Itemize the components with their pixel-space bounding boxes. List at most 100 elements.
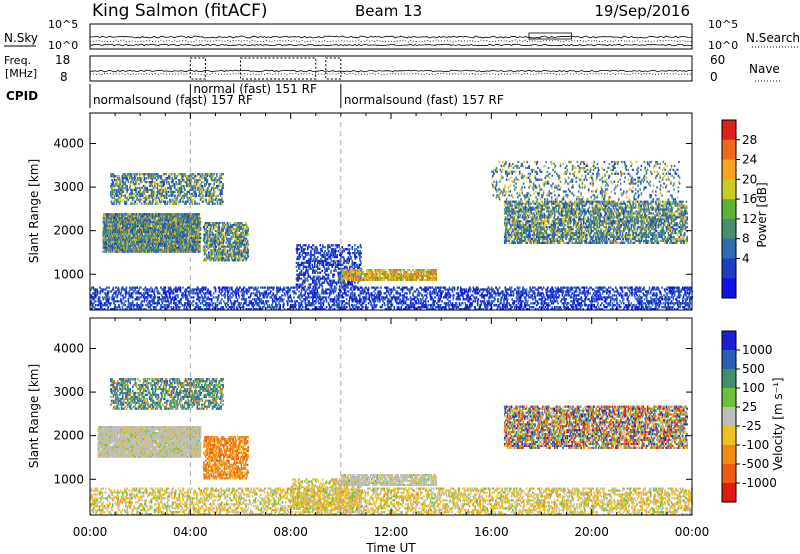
power-cell xyxy=(185,232,187,236)
power-cell xyxy=(183,186,185,190)
power-cell xyxy=(178,244,180,247)
power-cell xyxy=(133,196,135,199)
power-cell xyxy=(212,198,215,201)
power-cell xyxy=(194,200,196,203)
power-cell xyxy=(222,239,225,242)
power-cell xyxy=(190,213,192,216)
power-cell xyxy=(322,244,324,247)
power-cell xyxy=(312,267,315,270)
power-cell xyxy=(238,251,241,254)
power-cell xyxy=(157,225,159,228)
power-cell xyxy=(214,225,216,229)
power-cell xyxy=(151,228,154,232)
power-cell xyxy=(206,249,208,252)
power-cell xyxy=(111,232,114,236)
power-cell xyxy=(118,202,121,205)
freq-box xyxy=(189,57,206,80)
power-cell xyxy=(142,248,145,251)
power-cell xyxy=(233,249,236,252)
power-cell xyxy=(143,246,145,249)
power-cell xyxy=(182,190,185,193)
power-cell xyxy=(236,245,239,248)
power-cell xyxy=(337,265,339,268)
power-cell xyxy=(185,181,188,184)
power-cell xyxy=(353,263,355,266)
power-cell xyxy=(111,196,113,199)
power-cell xyxy=(211,200,214,203)
power-cell xyxy=(111,221,113,224)
power-cell xyxy=(160,213,163,216)
power-cell xyxy=(110,242,113,245)
power-cell xyxy=(137,213,139,216)
power-cell xyxy=(214,186,217,190)
power-cell xyxy=(168,238,170,241)
power-cell xyxy=(127,188,129,191)
power-cell xyxy=(304,261,307,264)
power-cell xyxy=(322,263,325,266)
power-cell xyxy=(352,273,355,276)
power-cell xyxy=(210,225,212,229)
power-cell xyxy=(246,231,249,234)
power-cell xyxy=(122,188,125,191)
power-cell xyxy=(165,248,168,251)
nave-trace xyxy=(89,72,692,76)
power-cell xyxy=(194,179,196,182)
power-cell xyxy=(164,244,166,247)
power-cell xyxy=(108,244,111,247)
power-cell xyxy=(112,246,115,249)
power-cell xyxy=(144,232,147,236)
power-cell xyxy=(227,231,229,234)
power-cell xyxy=(134,177,137,180)
power-cell xyxy=(211,177,213,180)
power-cell xyxy=(119,238,122,241)
power-cell xyxy=(210,188,212,191)
power-cell xyxy=(133,179,136,182)
power-cell xyxy=(359,259,362,263)
power-cell xyxy=(159,194,162,197)
power-cell xyxy=(237,222,239,225)
power-cell xyxy=(113,215,115,218)
power-cell xyxy=(171,177,174,180)
power-cell xyxy=(317,265,319,268)
power-cell xyxy=(175,200,178,203)
power-cell xyxy=(356,263,359,266)
power-cell xyxy=(183,246,185,249)
power-cell xyxy=(187,234,189,237)
power-cell xyxy=(305,254,307,257)
power-cell xyxy=(112,181,115,184)
power-cell xyxy=(247,255,249,258)
power-cell xyxy=(209,251,211,254)
power-cell xyxy=(344,281,346,284)
power-cell xyxy=(159,175,161,178)
power-cell xyxy=(339,281,342,284)
freq-unit-label: [MHz] xyxy=(5,67,37,80)
power-cell xyxy=(347,248,349,251)
power-cell xyxy=(349,248,351,251)
power-cell xyxy=(165,219,167,222)
power-cell xyxy=(126,225,128,228)
power-cell xyxy=(147,236,149,239)
power-cell xyxy=(160,188,163,191)
power-cell xyxy=(237,239,239,242)
power-cell xyxy=(132,173,135,176)
power-cell xyxy=(168,194,170,197)
power-cell xyxy=(199,179,201,182)
power-cell xyxy=(125,202,128,205)
power-cell xyxy=(169,202,171,205)
power-cell xyxy=(138,250,140,253)
power-cell xyxy=(134,202,137,205)
power-cell xyxy=(227,237,229,240)
power-cell xyxy=(203,249,206,252)
power-cell xyxy=(171,202,174,205)
power-cell xyxy=(110,238,112,241)
power-cell xyxy=(207,237,210,240)
power-cell xyxy=(362,276,365,280)
power-cell xyxy=(140,225,142,228)
nsky-label: N.Sky xyxy=(4,31,38,45)
power-cell xyxy=(112,240,115,243)
power-cell xyxy=(157,227,159,230)
power-cell xyxy=(313,252,316,255)
power-cell xyxy=(207,243,209,246)
power-cell xyxy=(137,223,139,226)
power-cell xyxy=(295,261,298,264)
